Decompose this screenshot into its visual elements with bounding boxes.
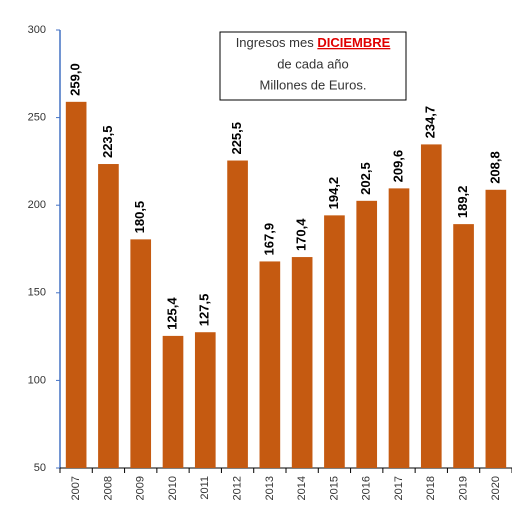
bar: [194, 332, 216, 468]
y-tick-label: 200: [28, 199, 46, 211]
bar: [98, 164, 119, 468]
bar: [356, 200, 378, 468]
x-tick-label: 2012: [231, 476, 243, 500]
x-tick-label: 2015: [328, 476, 340, 500]
x-tick-label: 2016: [361, 476, 373, 500]
x-tick-label: 2013: [264, 476, 276, 500]
value-label: 225,5: [229, 122, 244, 155]
title-text: Ingresos mes: [236, 35, 315, 50]
value-label: 125,4: [164, 297, 179, 330]
x-tick-label: 2018: [425, 476, 437, 500]
value-label: 234,7: [423, 106, 438, 139]
bar: [420, 144, 442, 469]
bar: [485, 189, 507, 468]
value-label: 167,9: [261, 223, 276, 256]
subtitle: de cada año: [277, 56, 349, 71]
chart-title: Ingresos mes DICIEMBRE: [236, 35, 391, 50]
x-tick-label: 2007: [70, 476, 82, 500]
value-label: 223,5: [100, 125, 115, 158]
value-label: 194,2: [326, 177, 341, 210]
value-label: 170,4: [294, 218, 309, 251]
value-label: 208,8: [487, 151, 502, 184]
x-tick-label: 2014: [296, 476, 308, 500]
bar: [227, 160, 248, 469]
value-label: 180,5: [132, 201, 147, 234]
bar: [259, 261, 281, 468]
bar: [130, 239, 152, 468]
value-label: 127,5: [197, 294, 212, 327]
y-tick-label: 250: [28, 112, 46, 124]
value-label: 202,5: [358, 162, 373, 195]
title-box: [219, 31, 407, 101]
x-tick-label: 2009: [135, 476, 147, 500]
y-tick-label: 100: [28, 374, 46, 386]
subtitle: Millones de Euros.: [260, 77, 367, 92]
x-tick-label: 2017: [393, 476, 405, 500]
bar: [291, 257, 313, 468]
x-tick-label: 2008: [102, 476, 114, 500]
bar: [453, 224, 474, 468]
y-tick-label: 50: [34, 462, 46, 474]
y-tick-label: 300: [28, 24, 46, 36]
x-tick-label: 2010: [167, 476, 179, 500]
bar: [65, 101, 87, 468]
title-highlight: DICIEMBRE: [317, 35, 390, 50]
value-label: 259,0: [68, 63, 83, 96]
bar: [324, 215, 345, 468]
x-tick-label: 2011: [199, 476, 211, 500]
bar: [162, 335, 184, 468]
value-label: 209,6: [390, 150, 405, 183]
bar: [388, 188, 410, 468]
value-label: 189,2: [455, 186, 470, 219]
x-tick-label: 2019: [457, 476, 469, 500]
x-tick-label: 2020: [490, 476, 502, 500]
y-tick-label: 150: [28, 287, 46, 299]
